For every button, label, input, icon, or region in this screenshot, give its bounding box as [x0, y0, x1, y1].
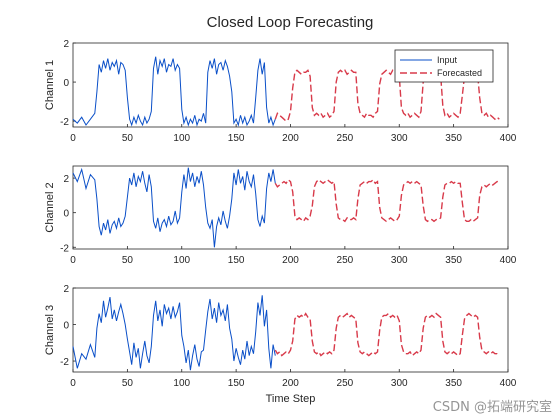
x-tick-label: 350 — [445, 378, 462, 389]
y-tick-label: -2 — [60, 117, 69, 128]
axes-frame — [72, 287, 509, 373]
figure-title: Closed Loop Forecasting — [207, 14, 374, 31]
x-tick-label: 50 — [122, 255, 134, 266]
forecasted-series-line — [274, 68, 500, 123]
x-tick-label: 350 — [445, 133, 462, 144]
x-tick-label: 400 — [500, 378, 517, 389]
x-tick-label: 50 — [122, 133, 134, 144]
input-series-line — [72, 56, 276, 127]
x-tick-label: 50 — [122, 378, 134, 389]
x-tick-label: 400 — [500, 255, 517, 266]
legend-box — [394, 49, 494, 83]
x-tick-label: 300 — [391, 255, 408, 266]
y-tick-label: 0 — [63, 321, 69, 332]
y-axis-label: Channel 3 — [44, 305, 56, 355]
y-tick-label: 0 — [63, 78, 69, 89]
x-tick-label: 200 — [282, 255, 299, 266]
input-series-line — [72, 295, 276, 371]
y-axis-label: Channel 1 — [44, 60, 56, 110]
forecasted-series-line — [274, 312, 500, 357]
y-tick-label: -2 — [60, 243, 69, 254]
x-tick-label: 100 — [173, 255, 190, 266]
y-tick-label: 2 — [63, 284, 69, 295]
x-axis-label: Time Step — [266, 393, 316, 405]
x-tick-label: 200 — [282, 378, 299, 389]
legend: Input Forecasted — [394, 49, 494, 83]
x-tick-label: 250 — [337, 255, 354, 266]
x-tick-label: 300 — [391, 133, 408, 144]
y-tick-label: 2 — [63, 174, 69, 185]
x-tick-label: 100 — [173, 378, 190, 389]
x-tick-label: 250 — [337, 133, 354, 144]
forecasted-series-line — [274, 178, 500, 223]
legend-label: Forecasted — [437, 68, 482, 78]
y-axis-label: Channel 2 — [44, 182, 56, 232]
input-series-line — [72, 167, 276, 248]
x-tick-label: 350 — [445, 255, 462, 266]
x-tick-label: 0 — [70, 133, 76, 144]
y-tick-label: 2 — [63, 39, 69, 50]
watermark: CSDN @拓端研究室 — [432, 400, 552, 415]
x-tick-label: 150 — [228, 378, 245, 389]
x-tick-label: 150 — [228, 133, 245, 144]
x-tick-label: 400 — [500, 133, 517, 144]
x-tick-label: 0 — [70, 378, 76, 389]
x-tick-label: 300 — [391, 378, 408, 389]
y-tick-label: -2 — [60, 357, 69, 368]
legend-label: Input — [437, 55, 458, 65]
x-tick-label: 200 — [282, 133, 299, 144]
x-tick-label: 150 — [228, 255, 245, 266]
x-tick-label: 250 — [337, 378, 354, 389]
x-tick-label: 100 — [173, 133, 190, 144]
x-tick-label: 0 — [70, 255, 76, 266]
y-tick-label: 0 — [63, 209, 69, 220]
